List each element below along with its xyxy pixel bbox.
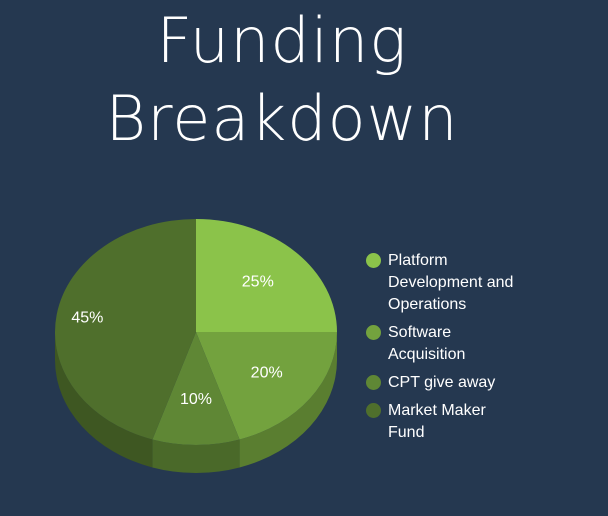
legend-swatch-cpt-give-away — [366, 375, 381, 390]
chart-legend: Platform Development and Operations Soft… — [366, 250, 602, 450]
legend-item-platform-development: Platform Development and Operations — [366, 250, 602, 316]
pie-top-layer — [55, 219, 337, 445]
legend-label-cpt-give-away: CPT give away — [388, 374, 496, 391]
pie-label-platform-development: 25% — [242, 274, 274, 291]
legend-swatch-software-acquisition — [366, 325, 381, 340]
pie-label-layer: 25% 20% 10% 45% — [71, 274, 282, 408]
pie-slice-cpt-give-away — [152, 332, 240, 445]
pie-slice-market-maker-fund — [55, 219, 197, 440]
pie-side-market-maker-fund — [55, 332, 153, 468]
pie-side-layer — [55, 332, 337, 473]
legend-item-software-acquisition: Software Acquisition — [366, 322, 602, 366]
pie-slice-platform-development — [196, 219, 337, 332]
legend-label-software-acquisition: Software Acquisition — [388, 324, 466, 363]
pie-label-software-acquisition: 20% — [251, 364, 283, 381]
pie-label-cpt-give-away: 10% — [180, 391, 212, 408]
pie-slice-software-acquisition — [196, 332, 337, 440]
legend-swatch-market-maker-fund — [366, 403, 381, 418]
pie-label-market-maker-fund: 45% — [71, 309, 103, 326]
pie-side-software-acquisition — [239, 332, 337, 468]
legend-label-platform-development: Platform Development and Operations — [388, 252, 514, 313]
page-title: Funding Breakdown — [105, 4, 459, 155]
legend-swatch-platform-development — [366, 253, 381, 268]
legend-label-market-maker-fund: Market Maker Fund — [388, 402, 486, 441]
legend-item-cpt-give-away: CPT give away — [366, 372, 602, 394]
pie-side-cpt-give-away — [152, 439, 240, 473]
legend-item-market-maker-fund: Market Maker Fund — [366, 400, 602, 444]
